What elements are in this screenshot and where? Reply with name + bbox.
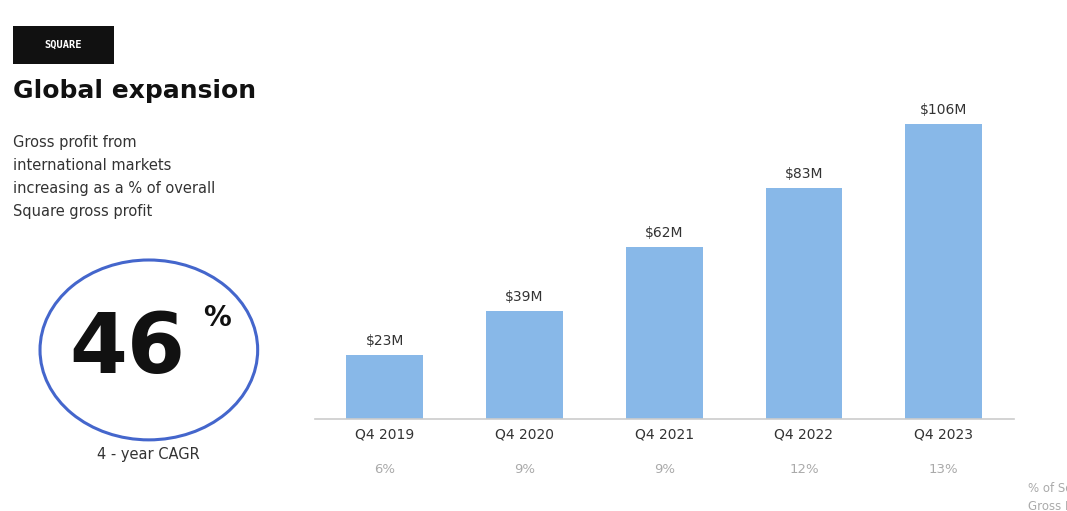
Text: $62M: $62M [644,226,684,240]
Text: SQUARE: SQUARE [45,40,82,50]
Text: 12%: 12% [790,463,818,476]
Text: Global expansion: Global expansion [13,79,256,103]
Text: $106M: $106M [920,103,968,118]
Text: % of Square
Gross Profit: % of Square Gross Profit [1028,481,1067,511]
Text: 9%: 9% [514,463,535,476]
Text: 13%: 13% [929,463,958,476]
Text: 6%: 6% [375,463,395,476]
Text: 9%: 9% [654,463,674,476]
Text: 4 - year CAGR: 4 - year CAGR [97,447,201,462]
Bar [346,355,424,419]
Bar [485,311,563,419]
Bar [765,188,843,419]
Text: $83M: $83M [784,167,824,181]
Text: $23M: $23M [366,334,403,348]
Text: 46: 46 [69,310,185,390]
Bar [625,247,703,419]
Text: %: % [204,305,232,333]
FancyBboxPatch shape [1,21,126,68]
Text: Gross profit from
international markets
increasing as a % of overall
Square gros: Gross profit from international markets … [13,135,216,219]
Bar [905,124,983,419]
Text: $39M: $39M [505,290,544,304]
